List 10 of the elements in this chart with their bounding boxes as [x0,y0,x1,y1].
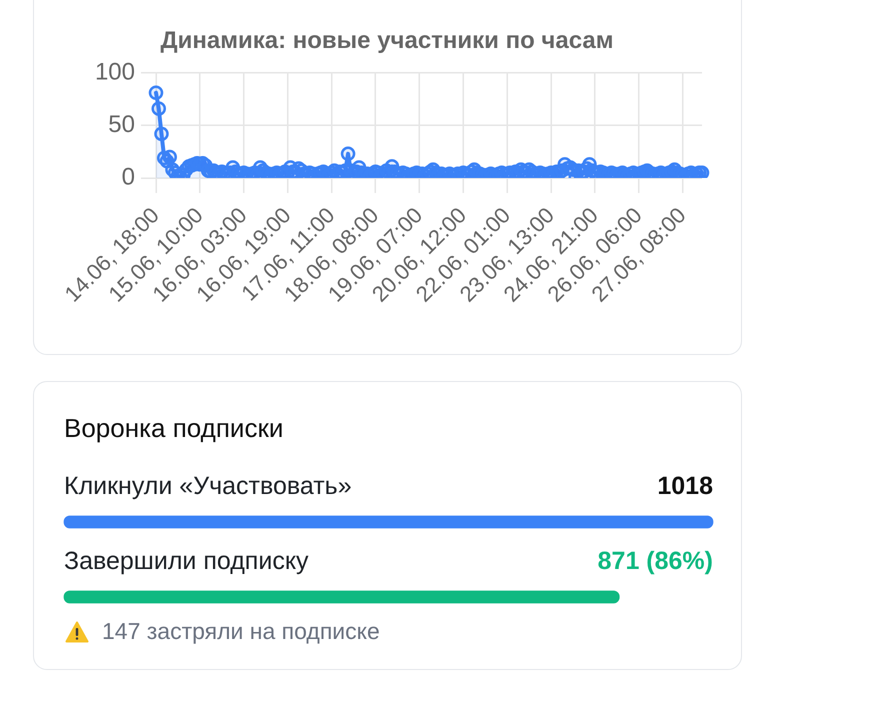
y-tick-label: 0 [122,164,135,191]
chart-title: Динамика: новые участники по часам [160,27,614,54]
data-label: 1018 [657,472,714,500]
y-tick-label: Кликнули «Участвовать» [64,472,352,500]
data-label: 871 (86%) [598,546,713,575]
chart-title: Воронка подписки [64,413,284,444]
y-tick-label: Завершили подписку [64,546,310,575]
y-tick-label: 50 [108,111,135,138]
text: 147 застряли на подписке [102,618,380,645]
y-tick-label: 100 [94,58,135,86]
